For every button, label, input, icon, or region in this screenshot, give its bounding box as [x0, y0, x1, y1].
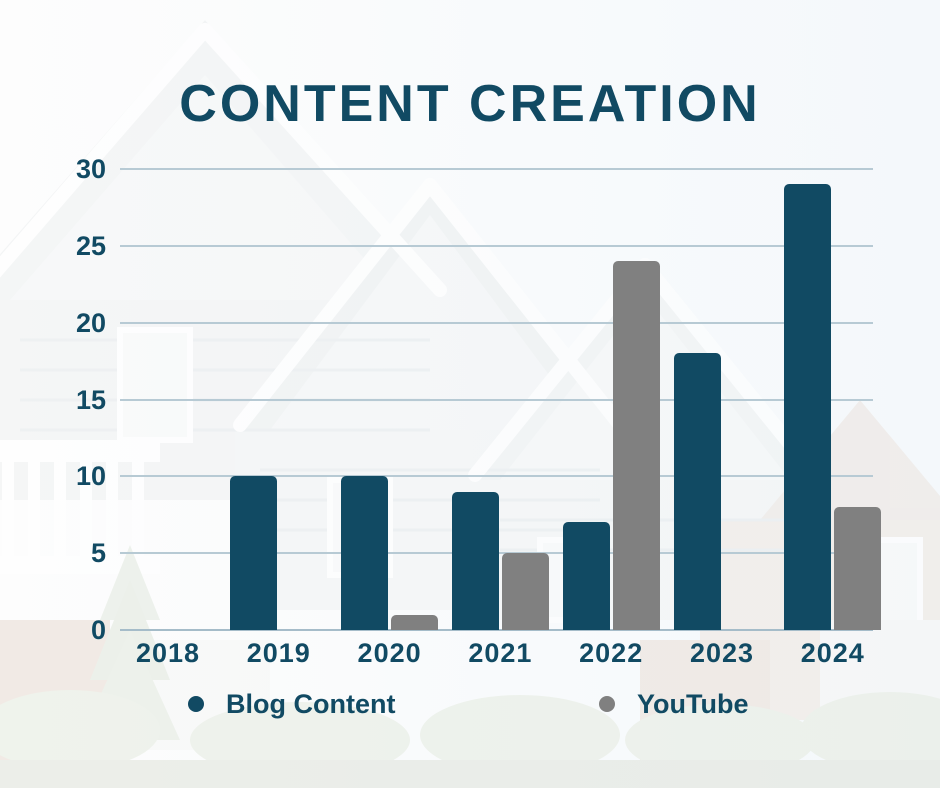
x-axis-tick-label: 2019 [246, 638, 311, 668]
gridline [120, 398, 873, 401]
y-axis-tick-label: 25 [75, 230, 106, 261]
bar-youtube-2022 [612, 261, 660, 630]
gridline [120, 321, 873, 324]
x-axis-line [120, 629, 873, 631]
y-axis-tick-label: 30 [75, 154, 106, 184]
x-axis-tick-label: 2021 [468, 638, 533, 668]
bar-blog-content-2022 [562, 522, 610, 630]
x-axis-tick-label: 2023 [689, 638, 755, 668]
gridline [120, 244, 873, 247]
y-axis-tick-label: 15 [75, 384, 106, 415]
x-axis-tick-label: 2018 [135, 638, 201, 668]
legend-label: Blog Content [226, 688, 396, 719]
gridline [120, 475, 873, 478]
bar-youtube-2024 [834, 507, 882, 630]
bar-blog-content-2021 [451, 491, 499, 630]
y-axis-tick-label: 10 [75, 461, 106, 492]
bar-blog-content-2024 [784, 184, 832, 630]
legend-item-blog-content: Blog Content [188, 688, 395, 720]
x-axis-tick-label: 2022 [579, 638, 644, 668]
youtube-legend-dot-icon [599, 696, 615, 712]
blog-content-legend-dot-icon [188, 696, 204, 712]
y-axis-tick-label: 5 [90, 538, 106, 569]
gridline [120, 168, 873, 170]
x-axis-tick-label: 2024 [800, 638, 865, 668]
bar-blog-content-2023 [673, 353, 721, 630]
bar-blog-content-2020 [341, 476, 389, 630]
y-axis-tick-label: 0 [90, 615, 106, 645]
bar-blog-content-2019 [230, 476, 278, 630]
y-axis-tick-label: 20 [75, 307, 106, 338]
bar-youtube-2020 [391, 614, 439, 630]
bar-youtube-2021 [501, 553, 549, 630]
legend-item-youtube: YouTube [599, 688, 748, 720]
chart-title: CONTENT CREATION [179, 75, 761, 133]
x-axis-tick-label: 2020 [357, 638, 422, 668]
legend-label: YouTube [637, 688, 749, 719]
